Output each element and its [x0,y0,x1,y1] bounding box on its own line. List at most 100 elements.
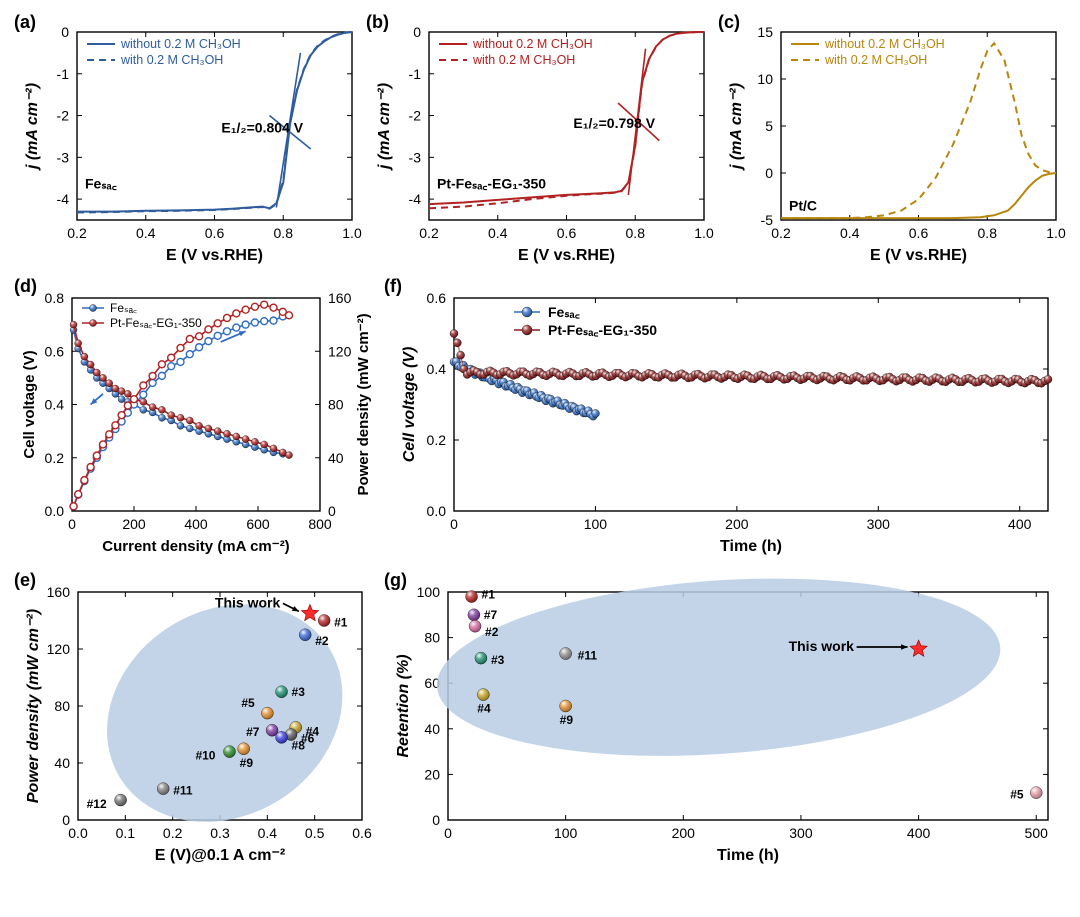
svg-text:Pt-Feₛₐ꜀-EG₁-350: Pt-Feₛₐ꜀-EG₁-350 [110,316,202,330]
svg-text:0.4: 0.4 [427,361,447,377]
svg-text:0: 0 [450,516,458,532]
svg-text:Pt/C: Pt/C [789,198,817,214]
svg-text:with 0.2 M CH₃OH: with 0.2 M CH₃OH [824,53,927,67]
svg-text:0.2: 0.2 [427,432,447,448]
svg-text:120: 120 [328,343,352,359]
svg-text:0.0: 0.0 [45,503,65,519]
svg-text:1.0: 1.0 [342,225,362,241]
svg-text:0.4: 0.4 [258,825,278,841]
svg-text:0.6: 0.6 [909,225,929,241]
svg-text:E₁/₂=0.798 V: E₁/₂=0.798 V [573,115,655,131]
svg-text:0: 0 [62,812,70,828]
svg-text:E (V)@0.1 A cm⁻²: E (V)@0.1 A cm⁻² [155,847,285,864]
svg-text:#1: #1 [334,616,348,630]
panel-f-label: (f) [384,276,402,297]
svg-text:100: 100 [417,584,441,600]
svg-text:-5: -5 [761,212,774,228]
svg-text:0.6: 0.6 [352,825,372,841]
svg-text:80: 80 [424,630,440,646]
svg-text:10: 10 [757,71,773,87]
svg-text:80: 80 [54,698,70,714]
svg-text:-3: -3 [409,149,422,165]
svg-text:0.8: 0.8 [626,225,646,241]
svg-text:0.6: 0.6 [45,343,65,359]
svg-text:300: 300 [789,825,813,841]
svg-text:#2: #2 [315,634,329,648]
svg-text:#9: #9 [240,756,254,770]
svg-text:0.1: 0.1 [116,825,136,841]
svg-text:#10: #10 [195,749,215,763]
svg-text:100: 100 [554,825,578,841]
svg-text:Pt-Feₛₐ꜀-EG₁-350: Pt-Feₛₐ꜀-EG₁-350 [548,322,657,338]
svg-text:300: 300 [867,516,891,532]
svg-text:5: 5 [765,118,773,134]
svg-text:40: 40 [424,721,440,737]
svg-text:200: 200 [672,825,696,841]
svg-text:Power density (mW cm⁻²): Power density (mW cm⁻²) [25,609,42,803]
svg-text:0.6: 0.6 [427,290,447,306]
svg-text:Feₛₐ꜀: Feₛₐ꜀ [85,176,117,192]
svg-text:without 0.2 M CH₃OH: without 0.2 M CH₃OH [472,37,593,51]
svg-text:Cell voltage (V): Cell voltage (V) [401,347,418,463]
svg-text:1.0: 1.0 [694,225,714,241]
svg-text:Time (h): Time (h) [717,847,779,864]
panel-a-label: (a) [14,12,36,33]
svg-text:j (mA cm⁻²): j (mA cm⁻²) [728,83,745,171]
svg-text:#7: #7 [246,725,260,739]
svg-text:#7: #7 [484,608,498,622]
svg-text:200: 200 [725,516,749,532]
panel-d: (d) 02004006008000.00.20.40.60.804080120… [12,276,382,566]
svg-text:40: 40 [54,755,70,771]
svg-text:0: 0 [432,812,440,828]
svg-text:100: 100 [584,516,608,532]
svg-text:E (V vs.RHE): E (V vs.RHE) [166,247,263,264]
svg-text:0.2: 0.2 [163,825,183,841]
svg-text:0: 0 [328,503,336,519]
svg-text:0.8: 0.8 [45,290,65,306]
svg-text:#3: #3 [292,685,306,699]
svg-text:Retention (%): Retention (%) [395,654,412,757]
svg-text:-3: -3 [57,149,70,165]
svg-text:#12: #12 [87,797,107,811]
svg-text:#1: #1 [482,588,496,602]
svg-text:-4: -4 [57,191,70,207]
svg-text:with 0.2 M CH₃OH: with 0.2 M CH₃OH [120,53,223,67]
svg-text:#5: #5 [241,696,255,710]
svg-text:#11: #11 [578,649,598,663]
svg-text:This work: This work [215,594,281,610]
svg-text:0.4: 0.4 [45,397,65,413]
svg-text:This work: This work [789,638,855,654]
panel-e: (e) 0.00.10.20.30.40.50.604080120160E (V… [12,570,382,875]
svg-text:-4: -4 [409,191,422,207]
svg-text:Feₛₐ꜀: Feₛₐ꜀ [548,304,580,320]
svg-text:with 0.2 M CH₃OH: with 0.2 M CH₃OH [472,53,575,67]
svg-text:0: 0 [68,516,76,532]
svg-text:#8: #8 [292,738,306,752]
svg-text:0.6: 0.6 [557,225,577,241]
svg-text:0.6: 0.6 [205,225,225,241]
svg-text:Power density (mW cm⁻²): Power density (mW cm⁻²) [355,313,372,495]
svg-text:400: 400 [184,516,208,532]
svg-text:#4: #4 [477,702,491,716]
panel-f: (f) 01002003004000.00.20.40.6Time (h)Cel… [382,276,1068,566]
svg-text:#9: #9 [560,713,574,727]
svg-text:160: 160 [47,584,71,600]
svg-text:#3: #3 [491,653,505,667]
svg-text:Pt-Feₛₐ꜀-EG₁-350: Pt-Feₛₐ꜀-EG₁-350 [437,176,546,192]
svg-text:0.3: 0.3 [210,825,230,841]
svg-text:160: 160 [328,290,352,306]
panel-c: (c) 0.20.40.60.81.0-5051015E (V vs.RHE)j… [716,12,1068,272]
svg-text:0.5: 0.5 [305,825,325,841]
svg-text:#5: #5 [1010,788,1024,802]
svg-text:20: 20 [424,766,440,782]
svg-text:without 0.2 M CH₃OH: without 0.2 M CH₃OH [120,37,241,51]
svg-text:Current density (mA cm⁻²): Current density (mA cm⁻²) [102,538,289,555]
svg-text:Feₛₐ꜀: Feₛₐ꜀ [110,301,137,315]
svg-text:0.2: 0.2 [45,450,65,466]
svg-text:0: 0 [61,24,69,40]
svg-text:0.2: 0.2 [67,225,87,241]
svg-text:Cell voltage (V): Cell voltage (V) [21,350,38,458]
panel-b-label: (b) [366,12,389,33]
svg-text:0.8: 0.8 [274,225,294,241]
svg-text:#11: #11 [173,784,193,798]
